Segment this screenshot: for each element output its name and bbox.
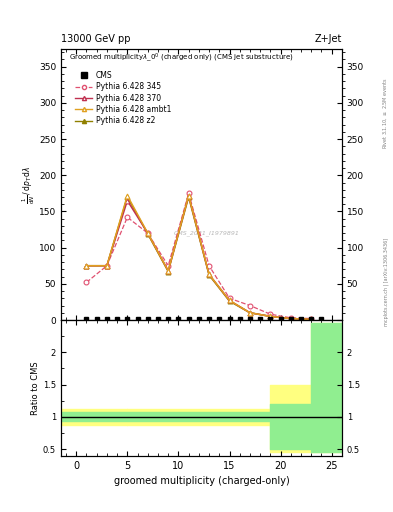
Text: Groomed multiplicity$\lambda\_0^{0}$ (charged only) (CMS jet substructure): Groomed multiplicity$\lambda\_0^{0}$ (ch… — [69, 51, 294, 64]
Text: Z+Jet: Z+Jet — [314, 33, 342, 44]
X-axis label: groomed multiplicity (charged-only): groomed multiplicity (charged-only) — [114, 476, 289, 486]
Text: CMS_2021_I1979891: CMS_2021_I1979891 — [174, 230, 240, 236]
Text: mcplots.cern.ch | [arXiv:1306.3436]: mcplots.cern.ch | [arXiv:1306.3436] — [384, 238, 389, 326]
Legend: CMS, Pythia 6.428 345, Pythia 6.428 370, Pythia 6.428 ambt1, Pythia 6.428 z2: CMS, Pythia 6.428 345, Pythia 6.428 370,… — [73, 69, 174, 127]
Text: 13000 GeV pp: 13000 GeV pp — [61, 33, 130, 44]
Y-axis label: $\frac{1}{\mathrm{d}N}\,/\,\mathrm{d}p_{T}\,\mathrm{d}\lambda$: $\frac{1}{\mathrm{d}N}\,/\,\mathrm{d}p_{… — [21, 165, 37, 203]
Text: Rivet 3.1.10, $\geq$ 2.5M events: Rivet 3.1.10, $\geq$ 2.5M events — [382, 77, 389, 148]
Y-axis label: Ratio to CMS: Ratio to CMS — [31, 361, 40, 415]
